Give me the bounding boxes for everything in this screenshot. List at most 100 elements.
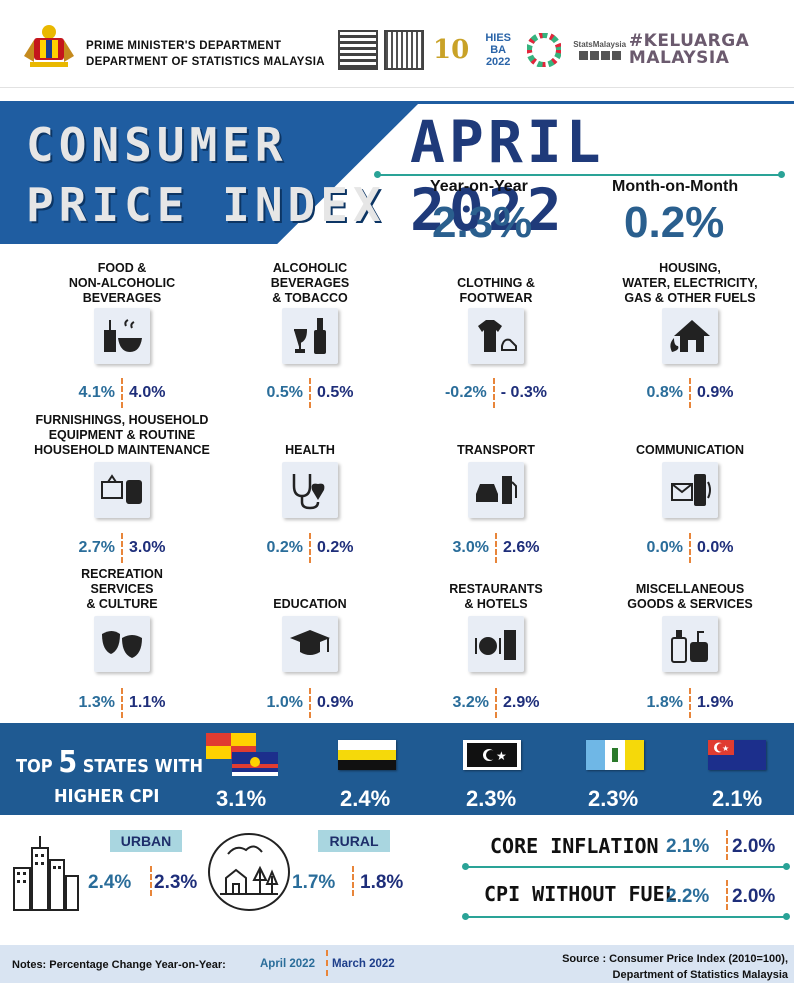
top-states-band bbox=[0, 723, 794, 815]
qr-code-icon bbox=[338, 30, 378, 70]
category-name: FURNISHINGS, HOUSEHOLD EQUIPMENT & ROUTIN… bbox=[34, 413, 210, 457]
category-current-value: 0.5% bbox=[266, 384, 303, 401]
category-current-value: 1.3% bbox=[78, 694, 115, 711]
category-name: HOUSING, WATER, ELECTRICITY, GAS & OTHER F… bbox=[622, 261, 758, 305]
value-separator bbox=[326, 950, 328, 976]
category-previous-value: 0.2% bbox=[317, 539, 354, 556]
value-separator bbox=[492, 378, 495, 408]
value-separator bbox=[689, 533, 691, 563]
rule-dot bbox=[462, 913, 469, 920]
value-separator bbox=[150, 866, 152, 896]
instagram-icon bbox=[589, 51, 599, 60]
value-separator bbox=[495, 533, 497, 563]
category-values: 3.2% 2.9% bbox=[452, 688, 540, 718]
category-previous-value: 0.5% bbox=[317, 384, 354, 401]
kuala-lumpur-flag-icon bbox=[232, 752, 278, 776]
category-current-value: 0.8% bbox=[646, 384, 683, 401]
city-skyline-icon bbox=[10, 832, 82, 912]
category-values: 0.8% 0.9% bbox=[646, 378, 733, 408]
category-name: HEALTH bbox=[285, 443, 335, 457]
rule-dot bbox=[374, 171, 381, 178]
nofuel-current: 2.2% bbox=[666, 886, 710, 907]
footer-bar bbox=[0, 945, 794, 983]
value-separator bbox=[309, 688, 311, 718]
month-rule bbox=[378, 174, 780, 176]
theatre-masks-icon bbox=[94, 616, 150, 672]
category-previous-value: 2.9% bbox=[503, 694, 540, 711]
urban-current: 2.4% bbox=[88, 872, 132, 893]
sdg-logo bbox=[524, 30, 564, 70]
cpi-title-line1: CONSUMER bbox=[26, 118, 288, 172]
category-values: 3.0% 2.6% bbox=[452, 533, 539, 563]
footer-note: Notes: Percentage Change Year-on-Year: bbox=[12, 959, 226, 971]
footer-source-line1: Source : Consumer Price Index (2010=100)… bbox=[562, 953, 788, 965]
kedah-flag-icon: ★ bbox=[463, 740, 521, 770]
rural-house-icon bbox=[206, 830, 292, 914]
restaurant-hotel-icon bbox=[468, 616, 524, 672]
state-value: 2.3% bbox=[466, 786, 517, 811]
cpi-without-fuel-label: CPI WITHOUT FUEL bbox=[484, 882, 677, 906]
category-values: 0.0% 0.0% bbox=[646, 533, 734, 563]
category-previous-value: 0.0% bbox=[697, 539, 734, 556]
house-flame-icon bbox=[662, 308, 718, 364]
category-values: 1.8% 1.9% bbox=[647, 688, 733, 718]
category-current-value: 3.0% bbox=[452, 539, 489, 556]
nofuel-previous: 2.0% bbox=[732, 886, 776, 907]
core-rule bbox=[466, 866, 786, 868]
mom-label: Month-on-Month bbox=[612, 178, 739, 195]
value-separator bbox=[309, 378, 311, 408]
category-current-value: 3.2% bbox=[452, 694, 489, 711]
value-separator bbox=[352, 866, 354, 896]
mydosm-logo-number: 10 bbox=[433, 35, 470, 65]
legend-previous-month: March 2022 bbox=[332, 958, 395, 970]
category-current-value: 0.0% bbox=[646, 539, 683, 556]
value-separator bbox=[121, 688, 123, 718]
category-name: EDUCATION bbox=[273, 597, 347, 611]
toiletries-icon bbox=[662, 616, 718, 672]
category-values: 1.0% 0.9% bbox=[266, 688, 354, 718]
statsmalaysia-text: StatsMalaysia bbox=[573, 40, 627, 49]
category-previous-value: 0.9% bbox=[317, 694, 354, 711]
stethoscope-icon bbox=[282, 462, 338, 518]
rule-dot bbox=[778, 171, 785, 178]
legend-current-month: April 2022 bbox=[260, 958, 315, 970]
category-name: RESTAURANTS & HOTELS bbox=[449, 582, 543, 611]
state-value: 2.3% bbox=[588, 786, 639, 811]
category-current-value: -0.2% bbox=[444, 384, 487, 401]
wine-bottle-icon bbox=[282, 308, 338, 364]
category-current-value: 1.0% bbox=[266, 694, 303, 711]
category-values: 4.1% 4.0% bbox=[79, 378, 165, 408]
youtube-icon bbox=[600, 51, 610, 60]
category-name: TRANSPORT bbox=[457, 443, 535, 457]
yoy-label: Year-on-Year bbox=[430, 178, 528, 195]
svg-text:★: ★ bbox=[496, 749, 507, 763]
mom-value: 0.2% bbox=[624, 198, 725, 247]
malaysia-coat-of-arms-icon bbox=[20, 22, 78, 70]
category-current-value: 0.2% bbox=[266, 539, 303, 556]
category-values: 1.3% 1.1% bbox=[78, 688, 165, 718]
shirt-shoe-icon bbox=[468, 308, 524, 364]
value-separator bbox=[121, 378, 123, 408]
state-value: 3.1% bbox=[216, 786, 267, 811]
category-previous-value: 3.0% bbox=[129, 539, 166, 556]
johor-flag-icon: ★ bbox=[708, 740, 766, 770]
category-values: 2.7% 3.0% bbox=[79, 533, 166, 563]
category-name: CLOTHING & FOOTWEAR bbox=[457, 276, 535, 305]
category-name: ALCOHOLIC BEVERAGES & TOBACCO bbox=[270, 261, 350, 305]
category-values: 0.5% 0.5% bbox=[266, 378, 354, 408]
state-value: 2.4% bbox=[340, 786, 391, 811]
hies-logo-text: HIES BA 2022 bbox=[485, 32, 512, 68]
value-separator bbox=[121, 533, 123, 563]
value-separator bbox=[726, 830, 728, 860]
header-org-line1: PRIME MINISTER'S DEPARTMENT bbox=[86, 40, 282, 52]
value-separator bbox=[495, 688, 497, 718]
value-separator bbox=[689, 688, 691, 718]
partner-logos: 10 HIES BA 2022 StatsMalaysia #KELUARGA … bbox=[338, 28, 749, 72]
report-month: APRIL 2022 bbox=[410, 108, 605, 244]
cpi-title-line2: PRICE INDEX bbox=[26, 178, 386, 232]
core-current: 2.1% bbox=[666, 836, 710, 857]
value-separator bbox=[689, 378, 691, 408]
hies-logo: HIES BA 2022 bbox=[478, 30, 518, 70]
category-values: -0.2% - 0.3% bbox=[445, 378, 547, 408]
keluarga-malaysia-logo: #KELUARGA MALAYSIA bbox=[629, 30, 749, 70]
